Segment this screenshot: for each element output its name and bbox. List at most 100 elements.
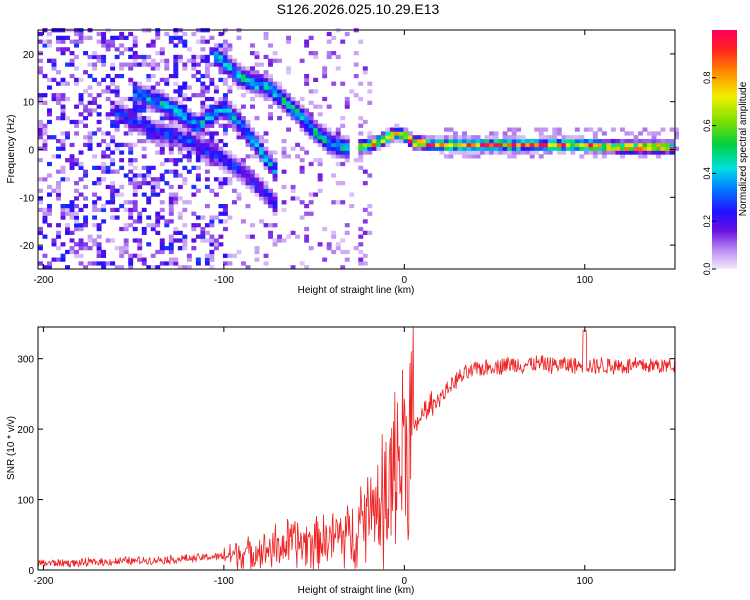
spectrogram-cell (444, 135, 449, 140)
spectrogram-cell (250, 73, 255, 79)
spectrogram-cell (83, 265, 89, 270)
spectrogram-cell (204, 127, 210, 132)
spectrogram-cell (227, 47, 233, 52)
spectrogram-cell (290, 104, 296, 109)
spectrogram-cell (222, 150, 228, 155)
spectrogram-cell (394, 127, 400, 132)
spectrogram-cell (177, 142, 183, 148)
spectrogram-cell (227, 58, 233, 63)
spectrogram-cell (222, 181, 228, 186)
spectrogram-cell (38, 119, 43, 125)
colorbar-tick-label: 0.4 (702, 167, 712, 180)
spectrogram-cell (565, 135, 571, 140)
spectrogram-cell (105, 47, 111, 52)
spectrogram-cell (159, 51, 165, 56)
spectrogram-cell (624, 150, 630, 155)
spectrogram-cell (146, 104, 152, 109)
spectrogram-cell (159, 47, 165, 52)
spectrogram-cell (281, 207, 287, 213)
spectrogram-cell (245, 85, 251, 90)
spectrogram-cell (69, 154, 75, 159)
spectrogram-cell (213, 112, 219, 117)
spectrogram-cell (159, 246, 165, 251)
spectrogram-cell (60, 104, 66, 109)
spectrogram-cell (209, 35, 215, 40)
spectrogram-cell (60, 177, 66, 182)
spectrogram-cell (213, 242, 219, 247)
spectrogram-cell (74, 215, 79, 220)
spectrogram-cell (254, 51, 260, 56)
spectrogram-cell (489, 135, 495, 140)
spectrogram-cell (105, 169, 111, 174)
spectrogram-cell (74, 104, 79, 109)
spectrogram-cell (574, 135, 580, 140)
spectrogram-cell (367, 138, 373, 144)
spectrogram-cell (489, 142, 495, 148)
spectrogram-cell (177, 158, 183, 163)
spectrogram-cell (209, 265, 215, 270)
spectrogram-cell (435, 135, 440, 140)
spectrogram-cell (56, 70, 61, 75)
spectrogram-cell (191, 146, 197, 151)
spectrogram-cell (173, 192, 179, 197)
spectrogram-cell (272, 200, 278, 205)
spectrogram-cell (74, 242, 79, 247)
spectrogram-cell (543, 142, 549, 148)
spectrogram-cell (286, 35, 292, 40)
spectrogram-cell (164, 169, 170, 174)
spectrogram-cell (313, 131, 319, 136)
spectrogram-cell (119, 119, 125, 125)
spectrogram-cell (182, 223, 188, 228)
spectrogram-cell (87, 142, 93, 148)
spectrogram-cell (47, 223, 52, 228)
spectrogram-cell (209, 238, 215, 243)
spectrogram-cell (534, 142, 540, 148)
spectrogram-cell (150, 131, 156, 136)
spectrogram-cell (444, 142, 449, 148)
spectrogram-cell (195, 173, 201, 178)
spectrogram-cell (619, 150, 625, 155)
spectrogram-cell (304, 116, 310, 121)
spectrogram-cell (583, 150, 589, 155)
spectrogram-cell (200, 39, 206, 44)
spectrogram-cell (335, 242, 341, 247)
spectrogram-cell (110, 119, 116, 125)
spectrogram-cell (105, 146, 111, 151)
spectrogram-cell (177, 104, 183, 109)
spectrogram-cell (155, 108, 161, 113)
spectrogram-cell (227, 85, 233, 90)
spectrogram-cell (601, 154, 607, 159)
spectrogram-cell (231, 116, 237, 121)
spectrogram-cell (344, 223, 350, 228)
spectrogram-cell (101, 77, 107, 83)
spectrogram-cell (168, 211, 174, 216)
spectrogram-cell (471, 138, 476, 144)
spectrogram-cell (150, 181, 156, 186)
spectrogram-cell (281, 93, 287, 98)
spectrogram-cell (286, 66, 292, 71)
spectrogram-cell (96, 127, 102, 132)
spectrogram-cell (326, 51, 332, 56)
spectrogram-cell (173, 131, 179, 136)
spectrogram-cell (254, 81, 260, 86)
spectrogram-cell (47, 39, 52, 44)
spectrogram-cell (222, 207, 228, 213)
spectrogram-cell (588, 138, 594, 144)
spectrogram-cell (128, 116, 134, 121)
spectrogram-cell (200, 81, 206, 86)
spectrogram-cell (231, 58, 237, 63)
spectrogram-cell (475, 135, 481, 140)
spectrogram-cell (60, 112, 66, 117)
spectrogram-cell (552, 142, 558, 148)
spectrogram-cell (295, 100, 301, 105)
spectrogram-cell (231, 173, 237, 178)
spectrogram-cell (69, 51, 75, 56)
spectrogram-cell (268, 89, 273, 94)
spectrogram-cell (168, 116, 174, 121)
spectrogram-cell (231, 188, 237, 193)
spectrogram-cell (195, 257, 201, 262)
spectrogram-cell (281, 104, 287, 109)
spectrogram-cell (38, 123, 43, 128)
spectrogram-cell (128, 169, 134, 174)
spectrogram-cell (263, 165, 269, 170)
